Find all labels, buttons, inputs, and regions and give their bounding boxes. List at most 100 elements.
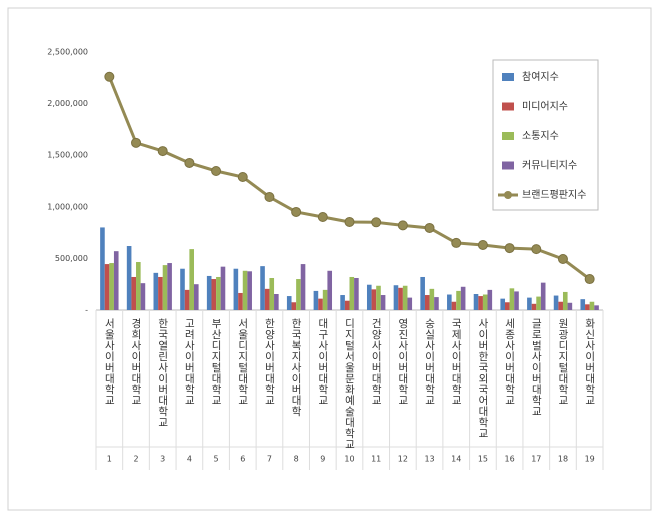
bar bbox=[349, 276, 355, 310]
bar bbox=[131, 276, 137, 310]
bar bbox=[580, 299, 586, 310]
bar bbox=[322, 289, 328, 310]
rank-label: 19 bbox=[585, 455, 595, 464]
bar bbox=[260, 266, 265, 310]
bar bbox=[509, 288, 515, 310]
x-tick-label: 디지털서울문화예술대학교 bbox=[344, 318, 356, 450]
line-marker bbox=[557, 254, 568, 265]
rank-label: 4 bbox=[187, 455, 192, 464]
rank-label: 9 bbox=[320, 455, 325, 464]
line-marker bbox=[344, 216, 355, 227]
line-marker bbox=[264, 191, 275, 202]
x-tick-label: 고려사이버대학교 bbox=[183, 318, 195, 406]
bar bbox=[536, 296, 541, 310]
rank-label: 13 bbox=[424, 455, 434, 464]
bar bbox=[104, 264, 110, 310]
line-marker bbox=[371, 217, 382, 228]
x-tick-label: 숭실사이버대학교 bbox=[424, 318, 436, 406]
legend-label: 소통지수 bbox=[522, 130, 559, 142]
bar bbox=[594, 305, 599, 310]
bar bbox=[366, 284, 372, 310]
bar bbox=[109, 263, 114, 310]
legend-swatch bbox=[502, 102, 514, 111]
legend-label: 커뮤니티지수 bbox=[522, 160, 577, 172]
rank-label: 14 bbox=[451, 455, 461, 464]
bar bbox=[456, 290, 461, 310]
bar bbox=[407, 297, 413, 310]
bar bbox=[478, 296, 483, 310]
bar bbox=[380, 295, 386, 310]
line-marker bbox=[317, 212, 328, 223]
y-tick-label: 1,500,000 bbox=[47, 151, 88, 160]
bar bbox=[167, 263, 172, 310]
bar bbox=[500, 298, 506, 310]
bar bbox=[531, 303, 537, 310]
bar bbox=[274, 294, 279, 310]
legend-label: 미디어지수 bbox=[522, 101, 568, 113]
bar bbox=[460, 286, 466, 310]
bar bbox=[340, 295, 345, 310]
bar bbox=[354, 278, 359, 310]
bar bbox=[585, 304, 590, 310]
legend-swatch bbox=[504, 191, 512, 199]
bar bbox=[318, 298, 323, 310]
line-marker bbox=[424, 222, 435, 233]
rank-label: 6 bbox=[240, 455, 245, 464]
x-tick-label: 서울디지털대학교 bbox=[237, 318, 249, 406]
x-tick-label: 한국복지사이버대학 bbox=[290, 318, 302, 417]
bar bbox=[424, 295, 430, 310]
bar bbox=[286, 296, 292, 310]
line-marker bbox=[397, 220, 408, 231]
legend-label: 브랜드평판지수 bbox=[522, 189, 586, 201]
rank-label: 8 bbox=[294, 455, 299, 464]
x-tick-label: 부산디지털대학교 bbox=[210, 318, 222, 406]
bar bbox=[429, 288, 435, 310]
bar bbox=[540, 282, 546, 310]
x-tick-label: 화신사이버대학교 bbox=[584, 318, 596, 406]
bar bbox=[158, 276, 163, 310]
rank-label: 16 bbox=[505, 455, 515, 464]
bar bbox=[162, 265, 168, 310]
bar bbox=[327, 270, 333, 310]
line-marker bbox=[291, 206, 302, 217]
y-tick-label: 1,000,000 bbox=[47, 202, 88, 211]
bar bbox=[140, 283, 146, 310]
bar bbox=[553, 295, 559, 310]
bar bbox=[376, 285, 381, 310]
bar bbox=[514, 291, 519, 310]
bar bbox=[180, 268, 185, 310]
bar bbox=[113, 251, 119, 310]
bar bbox=[505, 302, 510, 310]
rank-label: 11 bbox=[371, 455, 381, 464]
bar bbox=[247, 271, 252, 310]
bar bbox=[193, 284, 199, 310]
bar bbox=[291, 302, 297, 310]
rank-label: 3 bbox=[160, 455, 165, 464]
rank-label: 15 bbox=[478, 455, 488, 464]
bar bbox=[153, 272, 159, 310]
x-tick-label: 건양사이버대학교 bbox=[370, 318, 382, 406]
rank-label: 10 bbox=[344, 455, 354, 464]
bar bbox=[420, 276, 425, 310]
bar bbox=[562, 291, 568, 310]
bar bbox=[398, 287, 403, 310]
bar bbox=[434, 297, 439, 310]
bar bbox=[126, 246, 132, 310]
bar bbox=[220, 266, 226, 310]
bar bbox=[189, 249, 194, 310]
x-tick-label: 세종사이버대학교 bbox=[504, 318, 516, 406]
bar bbox=[233, 268, 239, 310]
rank-label: 2 bbox=[133, 455, 138, 464]
line-marker bbox=[531, 244, 542, 255]
legend-swatch bbox=[502, 161, 514, 170]
bar bbox=[264, 288, 270, 310]
bar bbox=[100, 227, 105, 310]
bar bbox=[238, 292, 243, 310]
bar bbox=[482, 294, 488, 310]
bar bbox=[300, 264, 306, 310]
x-tick-label: 경희사이버대학교 bbox=[130, 317, 142, 406]
bar bbox=[402, 285, 408, 310]
line-marker bbox=[477, 239, 488, 250]
line-marker bbox=[451, 237, 462, 248]
bar bbox=[589, 301, 595, 310]
